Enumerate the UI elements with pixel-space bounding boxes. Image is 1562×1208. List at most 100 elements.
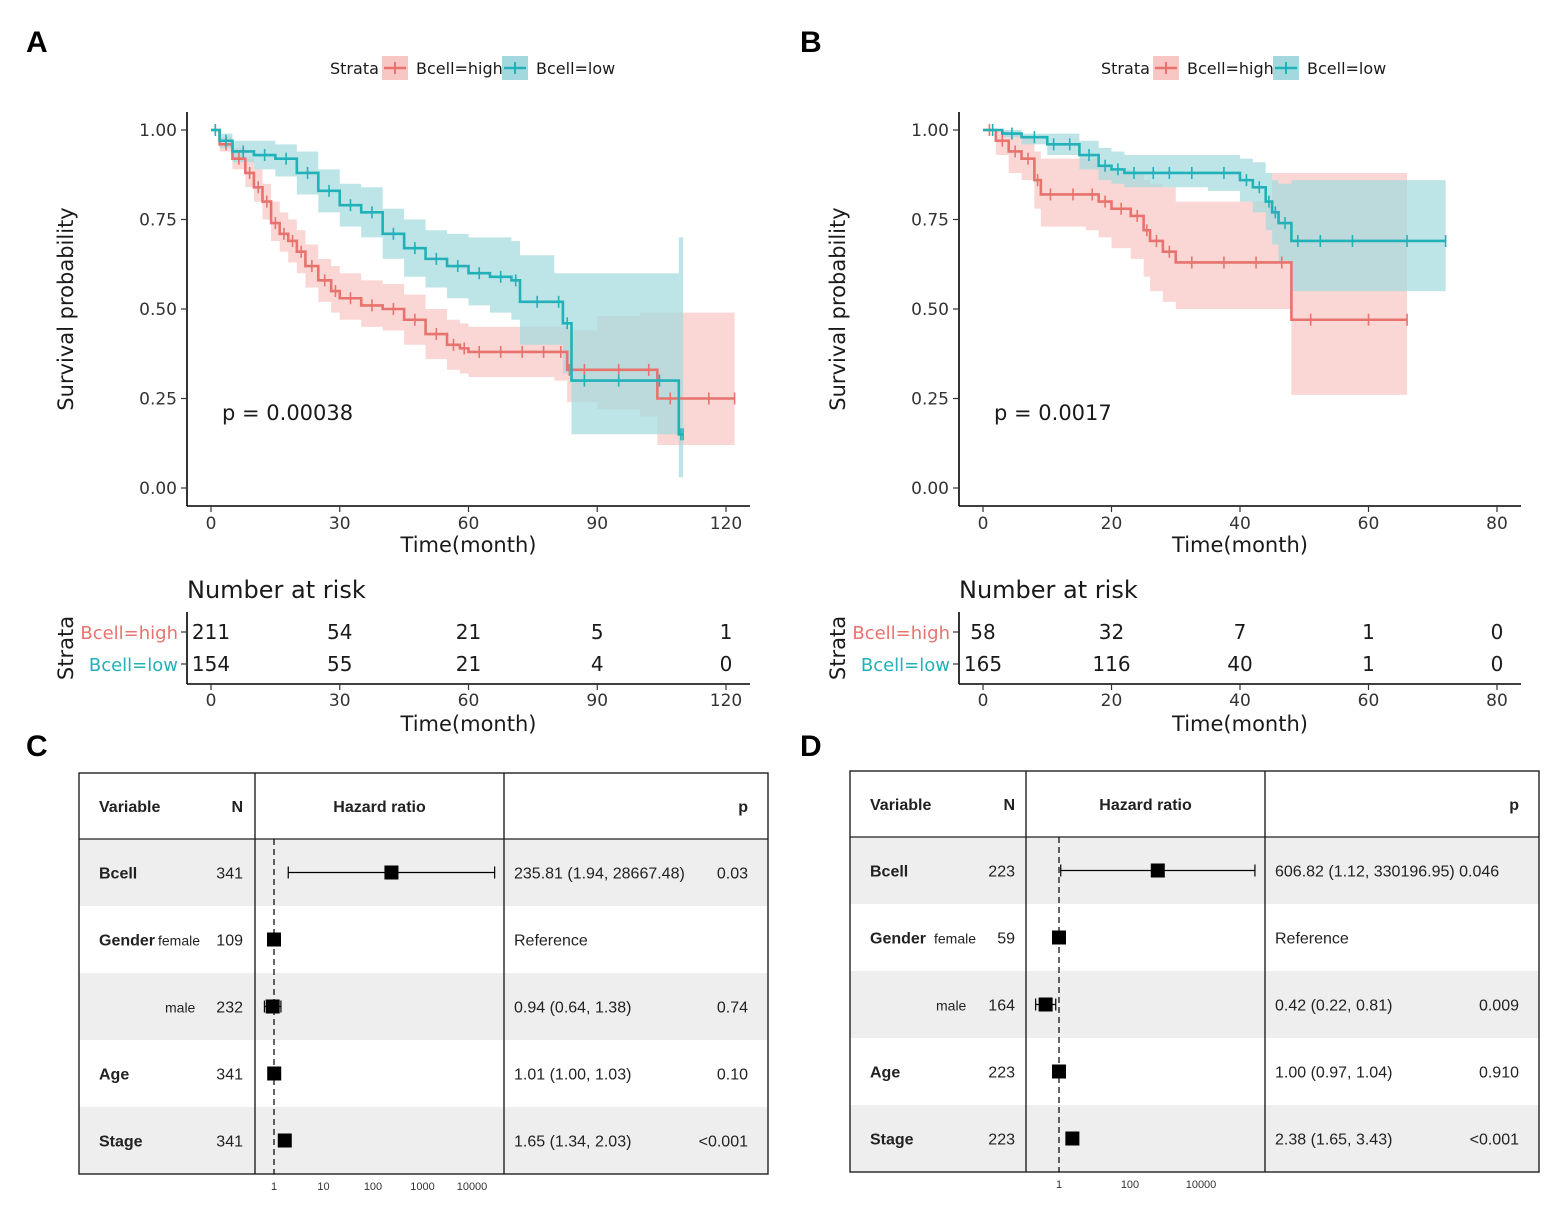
row-variable: Bcell	[99, 866, 137, 883]
risk-row-label-low: Bcell=low	[89, 655, 178, 676]
risk-row-label-high: Bcell=high	[852, 623, 950, 644]
risk-x-tick-label: 80	[1486, 691, 1508, 711]
row-p: 0.03	[717, 866, 748, 883]
risk-x-tick-label: 60	[1358, 691, 1380, 711]
y-tick-label: 1.00	[911, 121, 949, 141]
risk-count: 54	[327, 620, 352, 644]
risk-table-title: Number at risk	[959, 576, 1138, 604]
panel-letter-d: D	[800, 730, 822, 763]
risk-x-tick-label: 0	[978, 691, 989, 711]
risk-count: 0	[1491, 652, 1504, 676]
row-p: 0.10	[717, 1067, 748, 1084]
hr-point	[1150, 863, 1165, 878]
row-estimate: 606.82 (1.12, 330196.95) 0.046	[1275, 864, 1499, 881]
row-p: <0.001	[699, 1134, 748, 1151]
hr-point	[1038, 997, 1053, 1012]
row-estimate: 235.81 (1.94, 28667.48)	[514, 866, 685, 883]
x-tick-label: 40	[1229, 514, 1251, 534]
row-shade	[79, 973, 768, 1040]
risk-row-label-low: Bcell=low	[861, 655, 950, 676]
risk-x-tick-label: 0	[206, 691, 217, 711]
risk-count: 58	[970, 620, 995, 644]
row-n: 341	[216, 1134, 243, 1151]
risk-row-label-high: Bcell=high	[80, 623, 178, 644]
x-tick-label: 90	[586, 514, 608, 534]
row-estimate: 2.38 (1.65, 3.43)	[1275, 1132, 1392, 1149]
hr-point	[265, 999, 280, 1014]
hr-axis-tick: 100	[364, 1181, 382, 1193]
risk-count: 40	[1227, 652, 1252, 676]
risk-count: 211	[192, 620, 230, 644]
row-estimate: 0.94 (0.64, 1.38)	[514, 1000, 631, 1017]
header-p: p	[1509, 797, 1519, 814]
row-estimate: Reference	[1275, 931, 1349, 948]
y-tick-label: 0.00	[139, 479, 177, 499]
row-level: female	[158, 933, 200, 949]
hr-axis-tick: 1	[271, 1181, 277, 1193]
risk-count: 55	[327, 652, 352, 676]
legend-entry-1: Bcell=low	[1307, 59, 1386, 78]
header-n: N	[231, 799, 243, 816]
panel-letter-b: B	[800, 26, 822, 59]
risk-y-axis-title: Strata	[826, 616, 850, 680]
p-value-label: p = 0.00038	[222, 401, 353, 425]
row-n: 164	[988, 998, 1015, 1015]
row-p: 0.009	[1479, 998, 1519, 1015]
y-tick-label: 0.25	[139, 390, 177, 410]
y-tick-label: 0.75	[911, 211, 949, 231]
y-axis-title: Survival probability	[826, 207, 850, 410]
risk-count: 1	[1362, 652, 1375, 676]
x-axis-title: Time(month)	[400, 533, 537, 557]
hr-point	[277, 1133, 292, 1148]
x-tick-label: 60	[458, 514, 480, 534]
row-n: 223	[988, 1065, 1015, 1082]
row-level: female	[934, 931, 976, 947]
row-n: 232	[216, 1000, 243, 1017]
risk-x-tick-label: 40	[1229, 691, 1251, 711]
risk-count: 7	[1234, 620, 1247, 644]
y-tick-label: 0.00	[911, 479, 949, 499]
header-hazard-ratio: Hazard ratio	[1099, 797, 1192, 814]
row-variable: Age	[99, 1067, 129, 1084]
x-tick-label: 120	[710, 514, 742, 534]
x-tick-label: 60	[1358, 514, 1380, 534]
hr-point	[384, 865, 399, 880]
risk-y-axis-title: Strata	[54, 616, 78, 680]
km-plot-a: Strata Bcell=high Bcell=low0.000.250.500.7…	[54, 56, 750, 736]
legend-entry-1: Bcell=low	[536, 59, 615, 78]
risk-count: 0	[720, 652, 733, 676]
hr-axis-tick: 10000	[457, 1181, 488, 1193]
risk-count: 5	[591, 620, 604, 644]
hr-axis-tick: 10	[317, 1181, 329, 1193]
row-shade	[850, 971, 1539, 1038]
risk-count: 4	[591, 652, 604, 676]
row-shade	[79, 1107, 768, 1174]
row-estimate: 1.65 (1.34, 2.03)	[514, 1134, 631, 1151]
table-border	[78, 772, 769, 1175]
y-tick-label: 0.50	[911, 300, 949, 320]
row-variable: Age	[870, 1065, 900, 1082]
legend-entry-0: Bcell=high	[416, 59, 503, 78]
y-tick-label: 1.00	[139, 121, 177, 141]
header-hazard-ratio: Hazard ratio	[333, 799, 426, 816]
y-tick-label: 0.50	[139, 300, 177, 320]
risk-x-tick-label: 20	[1101, 691, 1123, 711]
panel-letter-c: C	[26, 730, 48, 763]
x-tick-label: 80	[1486, 514, 1508, 534]
row-level: male	[936, 998, 967, 1014]
row-variable: Stage	[870, 1132, 914, 1149]
risk-x-axis-title: Time(month)	[1171, 712, 1308, 736]
ci-band-low	[211, 130, 684, 478]
x-tick-label: 0	[206, 514, 217, 534]
x-tick-label: 20	[1101, 514, 1123, 534]
hr-point	[1065, 1131, 1080, 1146]
row-shade	[850, 1105, 1539, 1172]
risk-x-tick-label: 60	[458, 691, 480, 711]
risk-count: 1	[720, 620, 733, 644]
row-level: male	[165, 1000, 196, 1016]
risk-x-tick-label: 30	[329, 691, 351, 711]
row-n: 223	[988, 1132, 1015, 1149]
row-variable: Gender	[99, 933, 155, 950]
row-variable: Stage	[99, 1134, 143, 1151]
